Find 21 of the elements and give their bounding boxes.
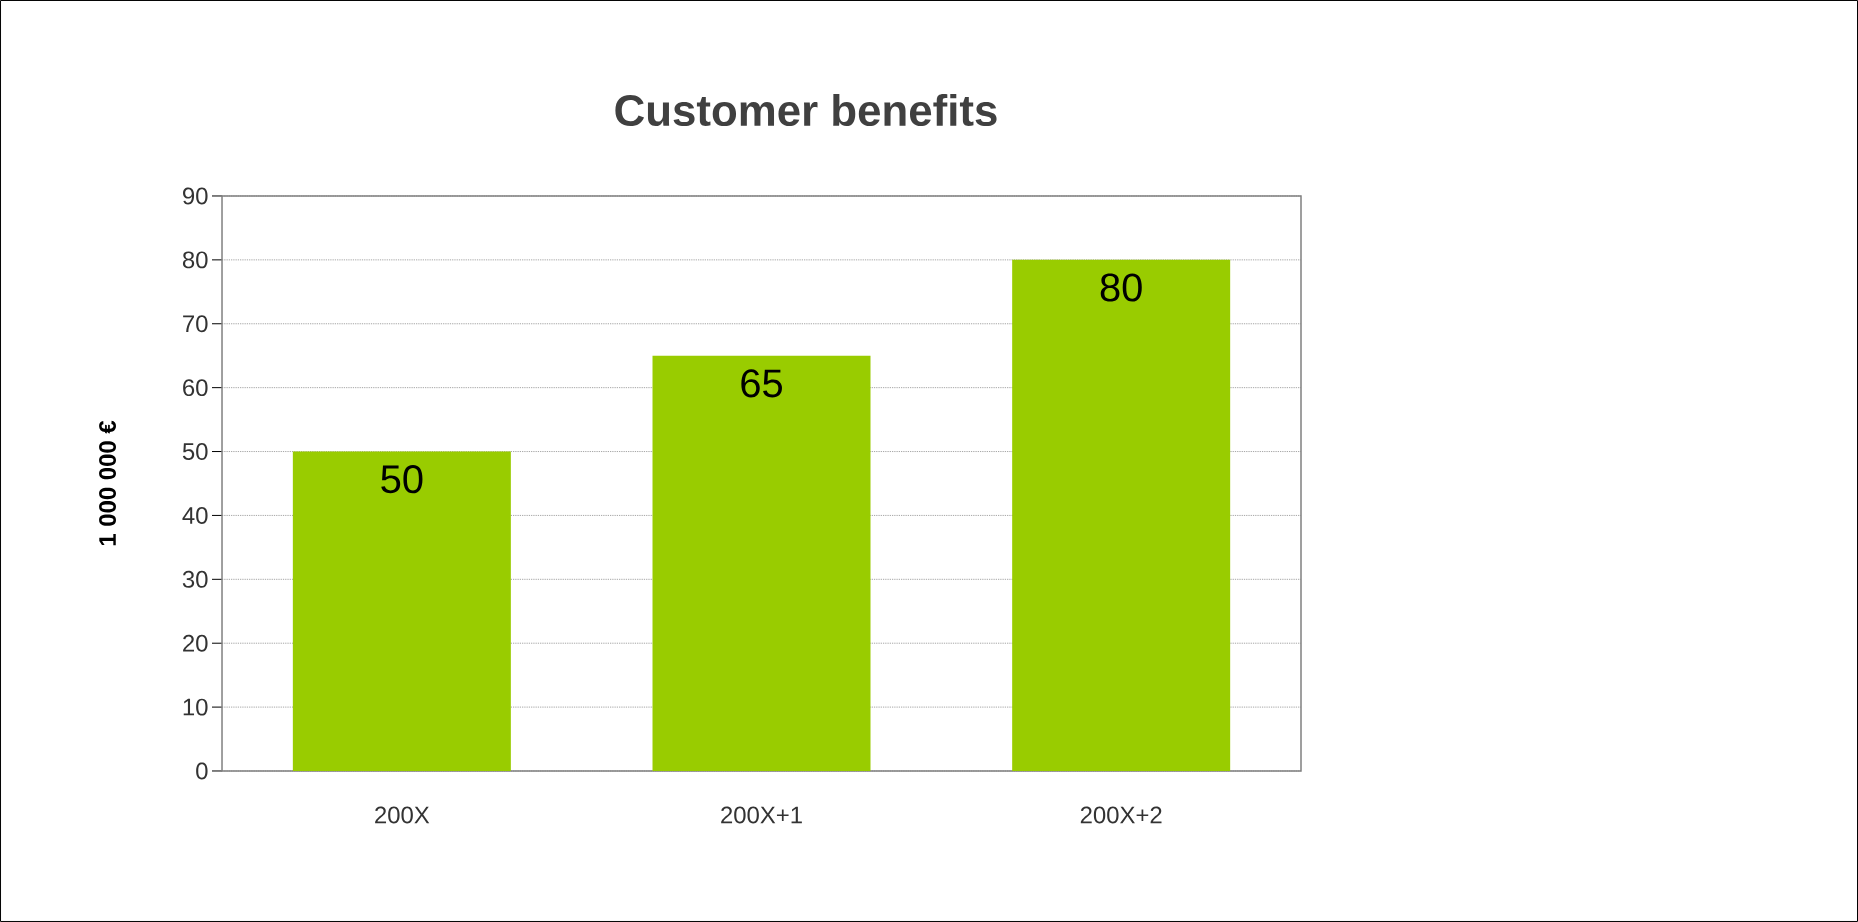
y-tick-label: 90 (183, 187, 208, 205)
chart-title: Customer benefits (615, 93, 997, 127)
y-tick-label: 30 (182, 570, 208, 588)
x-tick-label: 200X+1 (721, 806, 802, 824)
bar (1012, 259, 1231, 771)
bar (652, 355, 871, 771)
data-label: 65 (741, 369, 782, 398)
x-tick-label: 200X (375, 806, 430, 824)
y-tick-label: 10 (183, 698, 208, 716)
y-tick-label: 40 (182, 506, 208, 524)
y-tick-label: 50 (182, 443, 208, 460)
x-tick-label: 200X+2 (1080, 806, 1162, 824)
y-tick-label: 0 (196, 762, 208, 780)
data-label: 80 (1100, 273, 1142, 302)
y-tick-label: 80 (182, 251, 208, 269)
y-tick-label: 20 (183, 634, 208, 652)
y-tick-label: 70 (183, 315, 208, 333)
bar (292, 451, 511, 771)
y-axis-title: 1 000 000 € (99, 420, 116, 546)
data-label: 50 (381, 465, 423, 494)
y-tick-label: 60 (183, 379, 208, 397)
